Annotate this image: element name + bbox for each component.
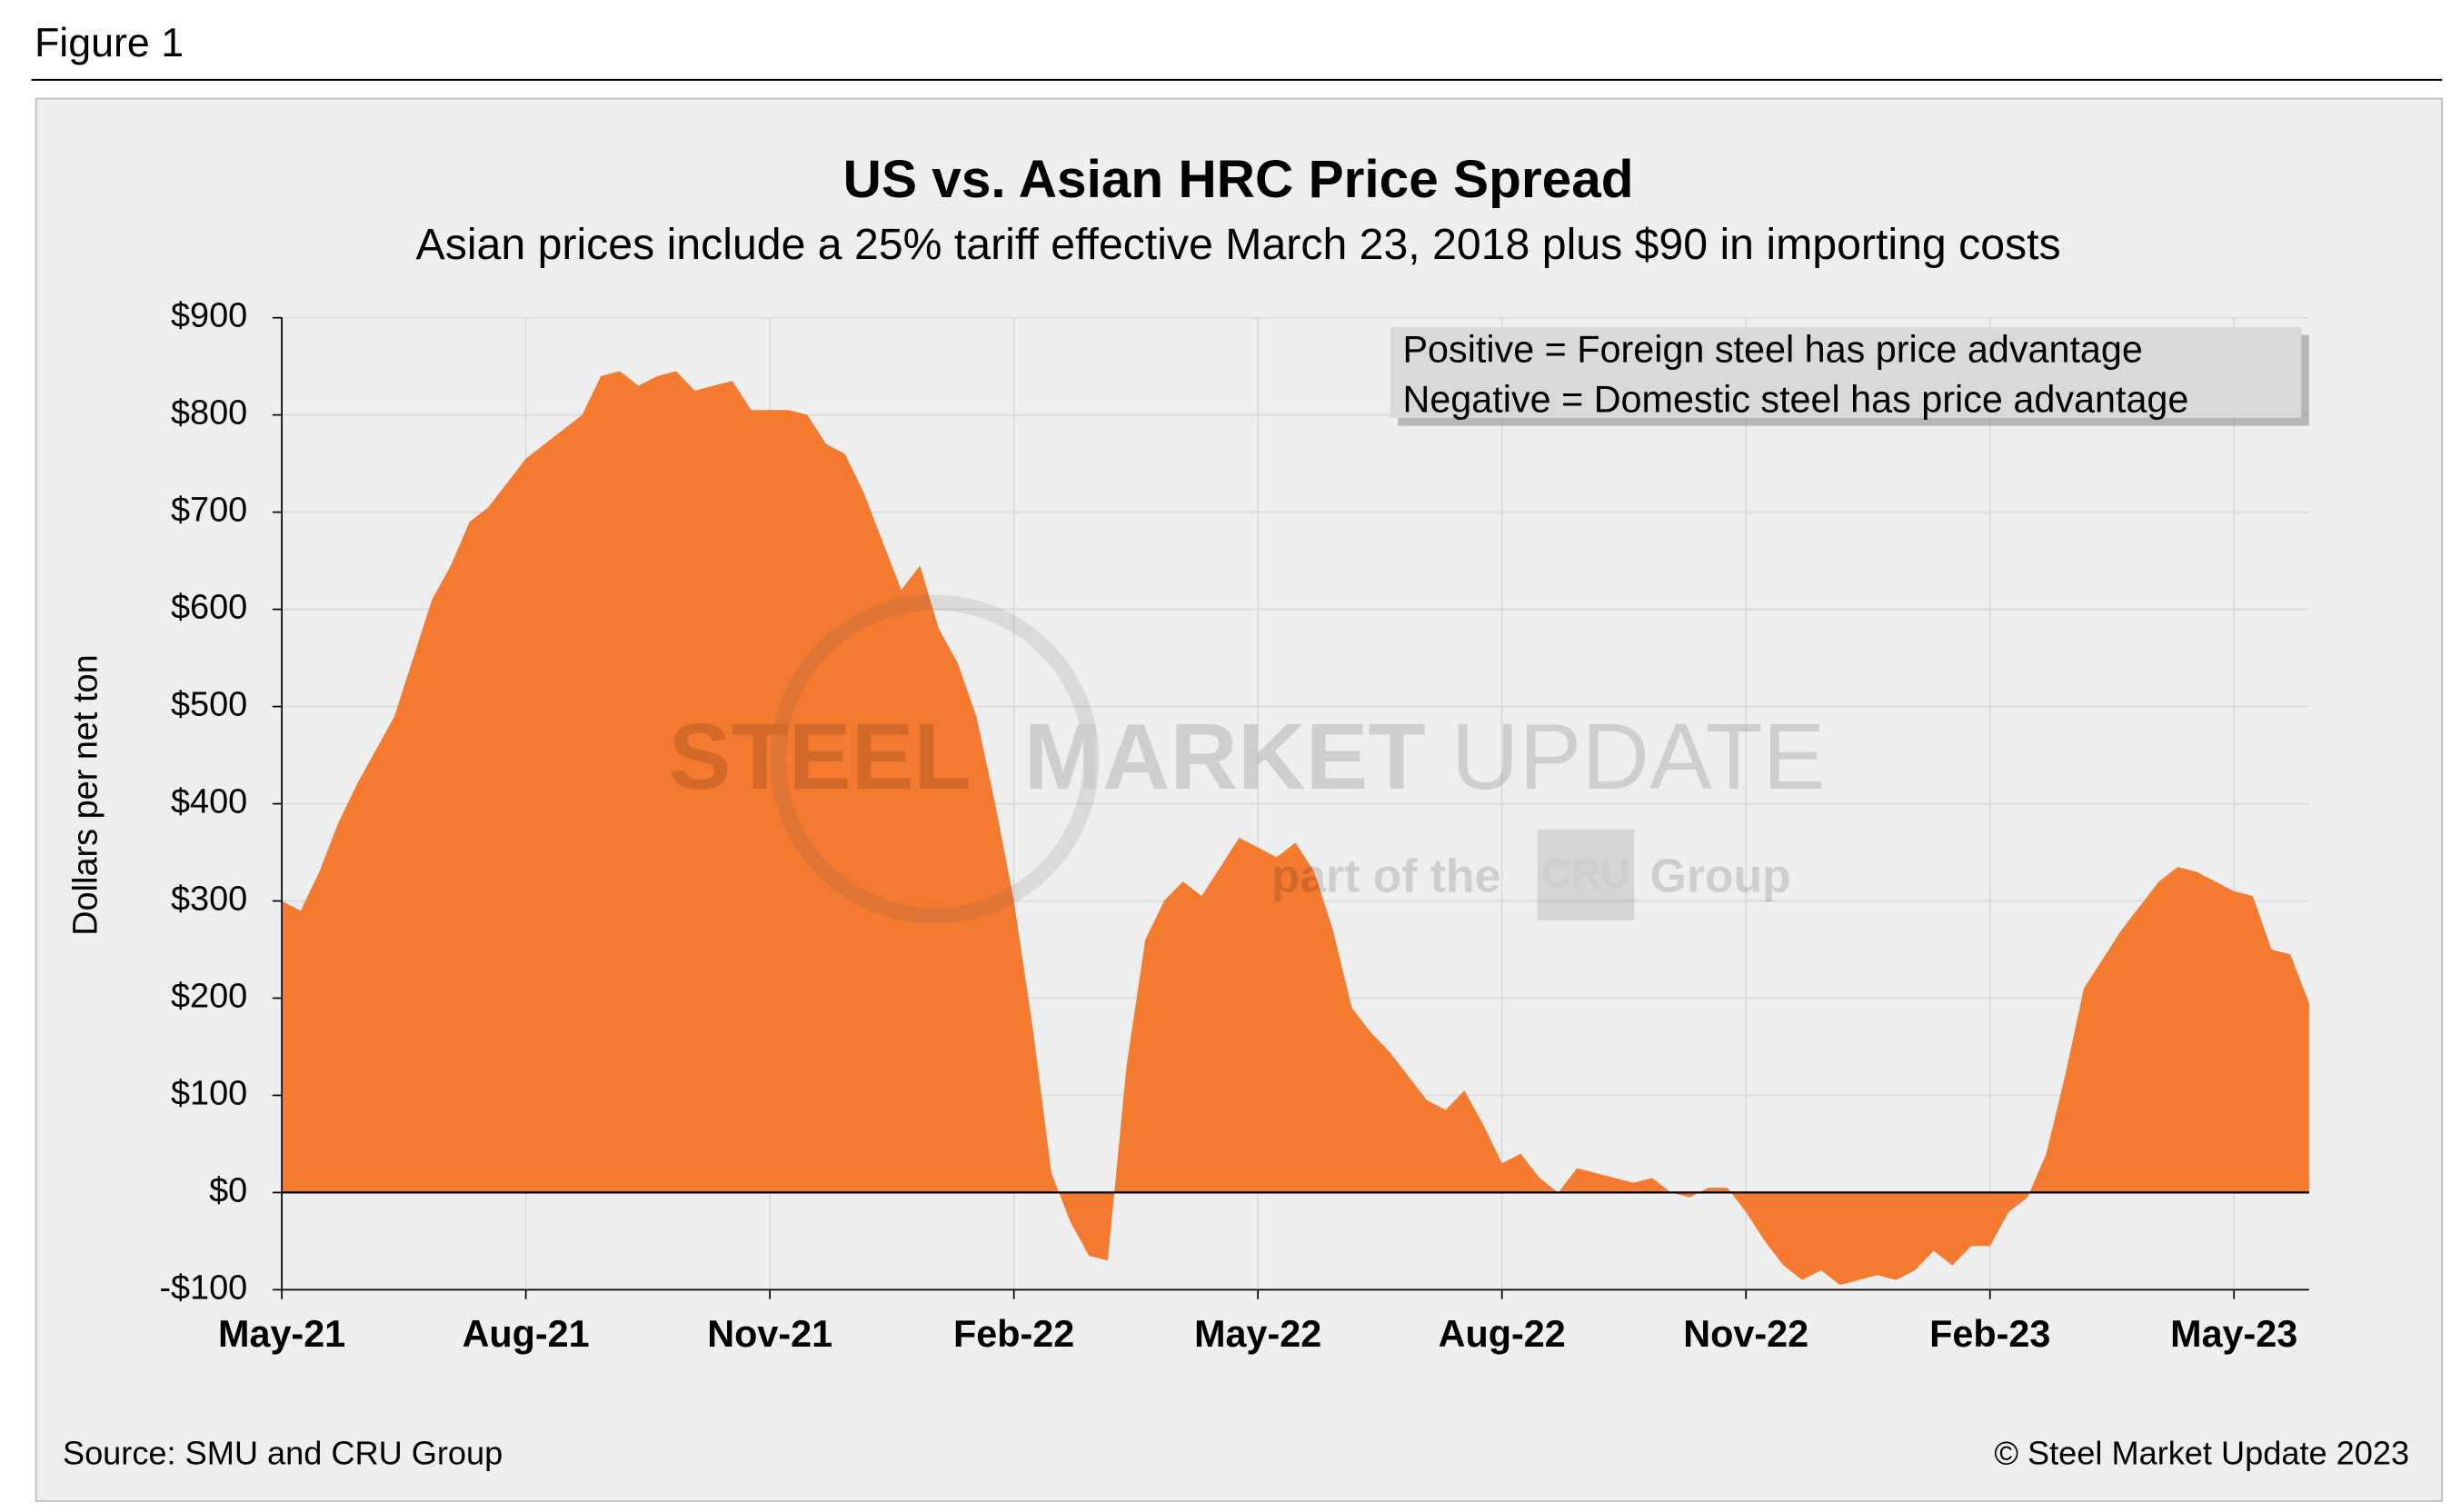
x-tick-label: May-22 (1194, 1313, 1321, 1355)
y-tick-label: $900 (171, 297, 247, 335)
y-tick-label: $300 (171, 880, 247, 919)
watermark-text: UPDATE (1451, 703, 1826, 809)
watermark-ring (770, 594, 1100, 924)
y-tick-label: $400 (171, 783, 247, 821)
y-tick-label: $500 (171, 686, 247, 724)
chart-title: US vs. Asian HRC Price Spread (843, 150, 1634, 209)
watermark-text: part of the (1271, 850, 1501, 902)
x-tick-label: May-23 (2170, 1313, 2297, 1355)
y-tick-label: $700 (171, 492, 247, 530)
x-tick-label: Nov-21 (707, 1313, 832, 1355)
area (282, 371, 2309, 1286)
chart-subtitle: Asian prices include a 25% tariff effect… (416, 220, 2061, 269)
y-tick-label: $200 (171, 977, 247, 1015)
figure-label: Figure 1 (35, 20, 184, 65)
y-tick-label: -$100 (159, 1268, 247, 1307)
x-tick-label: Aug-22 (1439, 1313, 1566, 1355)
source: Source: SMU and CRU Group (63, 1435, 503, 1472)
annotation: Negative = Domestic steel has price adva… (1402, 379, 2188, 421)
copyright: © Steel Market Update 2023 (1994, 1435, 2409, 1472)
y-tick-label: $0 (209, 1171, 247, 1209)
x-tick-label: Nov-22 (1683, 1313, 1808, 1355)
watermark-text: STEEL (669, 703, 971, 809)
y-axis-label: Dollars per net ton (67, 654, 105, 935)
watermark: STEEL MARKET UPDATE part of the CRU Grou… (669, 594, 1826, 924)
annotation: Positive = Foreign steel has price advan… (1402, 328, 2142, 370)
watermark-text: MARKET (1024, 703, 1426, 809)
y-tick-label: $600 (171, 589, 247, 627)
watermark-logo (1537, 829, 1635, 920)
y-tick-label: $100 (171, 1074, 247, 1112)
x-tick-label: Feb-22 (953, 1313, 1074, 1355)
note-box (1390, 327, 2302, 418)
y-tick-label: $800 (171, 394, 247, 433)
x-tick-label: Feb-23 (1929, 1313, 2050, 1355)
plot (272, 316, 2309, 1299)
watermark-text: CRU (1542, 850, 1630, 896)
watermark-text: Group (1650, 850, 1791, 902)
x-tick-label: May-21 (218, 1313, 345, 1355)
x-tick-label: Aug-21 (463, 1313, 590, 1355)
